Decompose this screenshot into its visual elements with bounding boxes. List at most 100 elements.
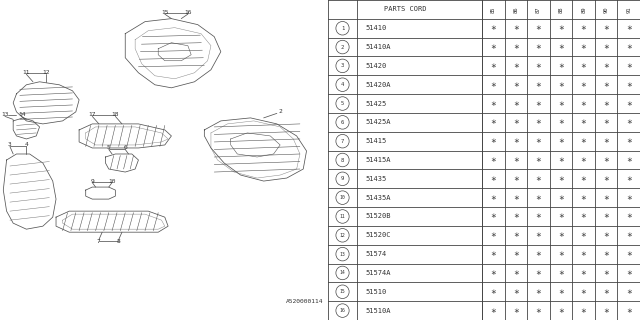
Text: ∗: ∗ (558, 117, 564, 127)
Text: ∗: ∗ (513, 99, 519, 108)
Text: ∗: ∗ (580, 306, 587, 316)
Text: ∗: ∗ (580, 249, 587, 259)
Text: ∗: ∗ (513, 212, 519, 221)
Text: ∗: ∗ (536, 61, 541, 71)
Text: ∗: ∗ (536, 117, 541, 127)
Text: ∗: ∗ (558, 287, 564, 297)
Text: ∗: ∗ (626, 136, 632, 146)
Text: 17: 17 (88, 112, 96, 117)
Text: ∗: ∗ (626, 174, 632, 184)
Text: ∗: ∗ (491, 306, 497, 316)
Text: 9: 9 (90, 179, 94, 184)
Text: ∗: ∗ (580, 23, 587, 33)
Text: ∗: ∗ (558, 80, 564, 90)
Text: ∗: ∗ (558, 249, 564, 259)
Text: ∗: ∗ (536, 287, 541, 297)
Text: 2: 2 (278, 109, 282, 114)
Text: ∗: ∗ (604, 174, 609, 184)
Text: ∗: ∗ (536, 99, 541, 108)
Text: ∗: ∗ (580, 193, 587, 203)
Text: ∗: ∗ (491, 136, 497, 146)
Text: 51425A: 51425A (365, 119, 390, 125)
Text: ∗: ∗ (626, 212, 632, 221)
Text: ∗: ∗ (580, 42, 587, 52)
Text: A520000114: A520000114 (285, 300, 323, 304)
Text: ∗: ∗ (491, 249, 497, 259)
Text: ∗: ∗ (491, 268, 497, 278)
Text: ∗: ∗ (604, 306, 609, 316)
Text: ∗: ∗ (536, 155, 541, 165)
Text: ∗: ∗ (558, 306, 564, 316)
Text: ∗: ∗ (513, 193, 519, 203)
Text: 10: 10 (108, 179, 116, 184)
Text: 51574: 51574 (365, 251, 387, 257)
Text: ∗: ∗ (626, 117, 632, 127)
Text: 14: 14 (18, 112, 26, 117)
Text: ∗: ∗ (626, 268, 632, 278)
Text: ∗: ∗ (604, 287, 609, 297)
Text: ∗: ∗ (491, 42, 497, 52)
Text: ∗: ∗ (558, 42, 564, 52)
Text: ∗: ∗ (536, 212, 541, 221)
Text: ∗: ∗ (558, 174, 564, 184)
Text: ∗: ∗ (604, 99, 609, 108)
Text: 51410: 51410 (365, 25, 387, 31)
Text: ∗: ∗ (536, 230, 541, 240)
Text: ∗: ∗ (491, 80, 497, 90)
Text: 1: 1 (341, 26, 344, 31)
Text: ∗: ∗ (580, 230, 587, 240)
Text: 6: 6 (124, 146, 127, 150)
Text: 86: 86 (513, 6, 518, 13)
Text: ∗: ∗ (626, 42, 632, 52)
Text: 51520C: 51520C (365, 232, 390, 238)
Text: ∗: ∗ (604, 117, 609, 127)
Text: 91: 91 (626, 6, 631, 13)
Text: ∗: ∗ (513, 23, 519, 33)
Text: ∗: ∗ (513, 61, 519, 71)
Text: ∗: ∗ (580, 80, 587, 90)
Text: ∗: ∗ (491, 23, 497, 33)
Text: ∗: ∗ (580, 136, 587, 146)
Text: 51415A: 51415A (365, 157, 390, 163)
Text: ∗: ∗ (626, 155, 632, 165)
Text: ∗: ∗ (536, 174, 541, 184)
Text: ∗: ∗ (536, 80, 541, 90)
Text: 5: 5 (341, 101, 344, 106)
Text: ∗: ∗ (604, 230, 609, 240)
Text: 3: 3 (8, 142, 12, 148)
Text: ∗: ∗ (491, 99, 497, 108)
Text: ∗: ∗ (491, 61, 497, 71)
Text: ∗: ∗ (626, 306, 632, 316)
Text: ∗: ∗ (626, 249, 632, 259)
Text: 51435A: 51435A (365, 195, 390, 201)
Text: ∗: ∗ (626, 193, 632, 203)
Text: 9: 9 (341, 176, 344, 181)
Text: ∗: ∗ (513, 174, 519, 184)
Text: ∗: ∗ (513, 155, 519, 165)
Text: ∗: ∗ (558, 136, 564, 146)
Text: 14: 14 (340, 270, 346, 276)
Text: ∗: ∗ (604, 193, 609, 203)
Text: 51435: 51435 (365, 176, 387, 182)
Text: ∗: ∗ (558, 193, 564, 203)
Text: ∗: ∗ (491, 287, 497, 297)
Text: 85: 85 (491, 6, 496, 13)
Text: ∗: ∗ (604, 42, 609, 52)
Text: 88: 88 (559, 6, 564, 13)
Text: ∗: ∗ (513, 80, 519, 90)
Text: ∗: ∗ (536, 136, 541, 146)
Text: ∗: ∗ (536, 306, 541, 316)
Text: ∗: ∗ (491, 117, 497, 127)
Text: ∗: ∗ (513, 136, 519, 146)
Text: 51510: 51510 (365, 289, 387, 295)
Text: ∗: ∗ (626, 23, 632, 33)
Text: 4: 4 (341, 82, 344, 87)
Text: ∗: ∗ (626, 99, 632, 108)
Text: ∗: ∗ (536, 193, 541, 203)
Text: ∗: ∗ (513, 287, 519, 297)
Text: ∗: ∗ (604, 136, 609, 146)
Text: 7: 7 (341, 139, 344, 144)
Text: 15: 15 (340, 289, 346, 294)
Text: 5: 5 (107, 146, 111, 150)
Text: 7: 7 (97, 239, 100, 244)
